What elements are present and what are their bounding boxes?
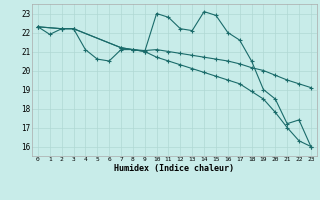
X-axis label: Humidex (Indice chaleur): Humidex (Indice chaleur): [115, 164, 234, 173]
